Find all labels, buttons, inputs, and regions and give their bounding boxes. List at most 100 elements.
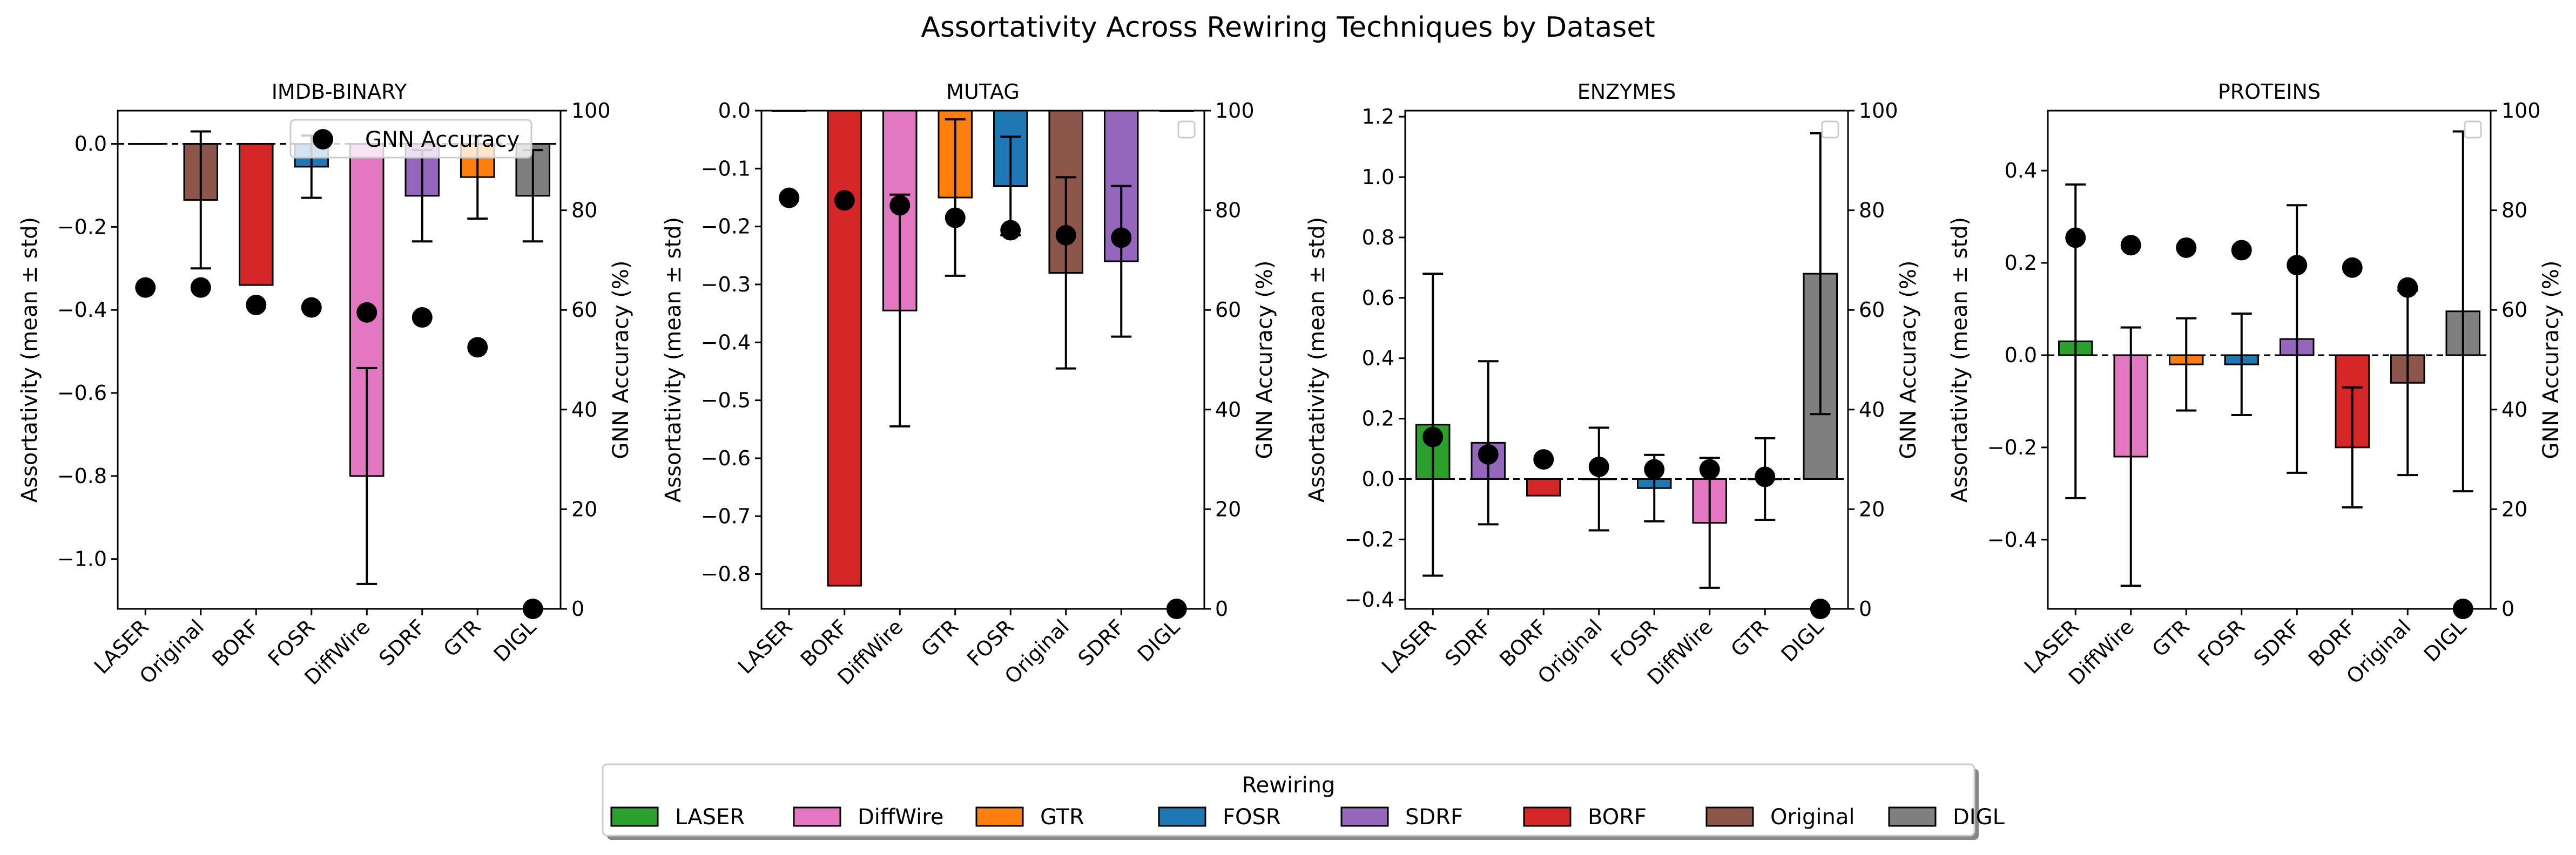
left-tick-label: −0.5 [701,389,751,412]
accuracy-point-gtr [1755,466,1776,487]
accuracy-point-laser [135,277,156,298]
legend-item-original: Original [1705,805,1855,830]
left-tick-label: −0.4 [1345,588,1394,612]
right-tick-label: 60 [1859,298,1885,322]
left-tick-label: 1.0 [1362,165,1394,189]
left-tick-label: −0.6 [57,381,107,405]
x-tick-label: SDRF [1440,615,1496,670]
bar-borf [1526,478,1561,497]
errorbar-diffwire [889,193,911,428]
legend-item-laser: LASER [610,805,745,830]
accuracy-legend: GNN Accuracy [289,119,532,159]
right-tick-label: 100 [2501,99,2541,123]
accuracy-point-borf [2342,257,2363,278]
errorbar-diffwire [2120,326,2141,587]
legend-swatch [793,806,841,827]
legend-label: FOSR [1223,805,1281,830]
x-tick-label: GTR [439,615,485,661]
legend-item-fosr: FOSR [1158,805,1281,830]
panels: IMDB-BINARY 0.0 −0.2 −0.4 −0.6 −0.8 −1.0 0 20 40 6… [17,80,2564,689]
x-tick-label: DIGL [2419,615,2471,667]
left-tick-label: −0.4 [1987,528,2037,552]
errorbar-original [1055,176,1076,370]
x-tick-label: FOSR [2194,615,2249,670]
left-axis-label: Assortativity (mean ± std) [1305,217,1330,503]
right-tick-label: 40 [1859,398,1885,422]
legend-swatch [1158,806,1206,827]
accuracy-point-sdrf [1111,227,1132,248]
legend-item-digl: DIGL [1888,805,2005,830]
right-tick-label: 80 [1215,199,1241,222]
accuracy-point-fosr [2231,240,2252,261]
right-axis-label: GNN Accuracy (%) [609,260,633,459]
x-tick-label: GTR [916,615,963,661]
right-tick-label: 20 [2501,497,2527,521]
errorbar-fosr [2231,313,2252,417]
left-axis-label: Assortativity (mean ± std) [17,217,42,503]
accuracy-point-laser [1422,426,1444,447]
errorbar-borf [2342,386,2363,508]
legend-box [289,119,532,159]
left-tick-label: −0.8 [701,562,751,586]
legend-marker [313,129,333,150]
right-tick-label: 80 [571,199,597,222]
right-tick-label: 0 [1215,597,1228,621]
axes-frame [1404,110,1849,610]
empty-legend-box [2464,120,2482,139]
legend-item-gtr: GTR [975,805,1084,830]
left-tick-label: −0.2 [1987,436,2037,459]
accuracy-point-sdrf [412,307,433,328]
x-tick-label: BORF [207,615,264,671]
left-tick-label: −0.1 [701,157,751,180]
right-tick-label: 40 [2501,398,2527,422]
right-tick-label: 0 [1859,597,1872,621]
accuracy-point-diffwire [356,302,377,323]
errorbar-gtr [945,118,966,277]
left-tick-label: 0.0 [1362,467,1394,491]
errorbar-gtr [2176,317,2197,412]
x-tick-label: LASER [733,615,797,678]
legend-label: GNN Accuracy [365,127,520,152]
right-tick-label: 20 [571,497,597,521]
legend-item-borf: BORF [1523,805,1647,830]
figure-title: Assortativity Across Rewiring Techniques… [921,11,1655,44]
right-tick-label: 0 [571,597,584,621]
left-tick-label: 0.4 [1362,347,1394,370]
accuracy-point-laser [779,187,800,208]
accuracy-point-gtr [945,207,966,228]
accuracy-point-original [190,277,211,298]
panel-title: PROTEINS [2218,80,2321,104]
left-tick-label: −0.8 [57,464,107,488]
errorbar-sdrf [1478,360,1499,526]
left-tick-label: −0.4 [701,330,751,354]
errorbar-sdrf [2287,204,2308,474]
bar-borf [239,143,274,286]
accuracy-point-original [2397,277,2418,298]
errorbar-original [190,130,211,270]
x-tick-label: SDRF [1074,615,1129,670]
left-tick-label: −0.4 [57,298,107,322]
x-tick-label: LASER [1377,615,1441,678]
legend-item-diffwire: DiffWire [793,805,943,830]
legend-swatch [1340,806,1389,827]
left-tick-label: 0.2 [2005,251,2037,275]
accuracy-point-diffwire [1699,459,1720,480]
right-axis-label: GNN Accuracy (%) [1896,260,1921,459]
left-tick-label: 0.0 [718,99,751,123]
left-tick-label: −0.6 [701,446,751,470]
axes-frame [760,110,1205,610]
right-tick-label: 60 [2501,298,2527,322]
empty-legend-box [1177,120,1196,139]
x-tick-label: DIGL [1133,615,1185,667]
panel-title: ENZYMES [1577,80,1676,104]
left-tick-label: 0.2 [1362,407,1394,431]
left-axis-label: Assortativity (mean ± std) [661,217,686,503]
right-tick-label: 80 [1859,199,1885,222]
legend-label: SDRF [1405,805,1463,830]
legend-item-sdrf: SDRF [1340,805,1463,830]
left-tick-label: 0.8 [1362,226,1394,249]
accuracy-point-borf [834,190,855,211]
accuracy-point-original [1055,225,1076,246]
bar-borf [827,110,862,587]
